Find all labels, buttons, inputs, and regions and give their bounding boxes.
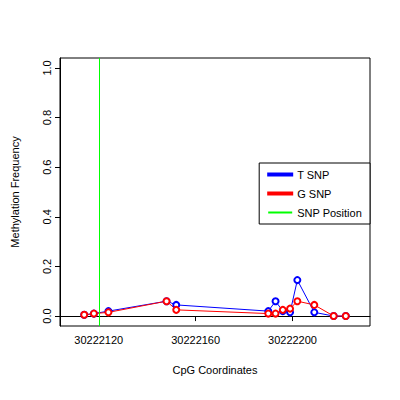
svg-text:0.4: 0.4	[41, 209, 53, 224]
svg-text:30222160: 30222160	[171, 334, 220, 346]
svg-text:30222200: 30222200	[268, 334, 317, 346]
svg-text:SNP Position: SNP Position	[297, 207, 362, 219]
svg-text:G SNP: G SNP	[297, 188, 331, 200]
svg-text:0.6: 0.6	[41, 160, 53, 175]
svg-text:Methylation Frequency: Methylation Frequency	[9, 136, 21, 248]
svg-text:T SNP: T SNP	[297, 169, 329, 181]
svg-text:0.8: 0.8	[41, 110, 53, 125]
svg-text:30222120: 30222120	[74, 334, 123, 346]
svg-text:CpG Coordinates: CpG Coordinates	[173, 364, 258, 376]
svg-text:0.0: 0.0	[41, 308, 53, 323]
svg-text:1.0: 1.0	[41, 60, 53, 75]
svg-text:0.2: 0.2	[41, 259, 53, 274]
